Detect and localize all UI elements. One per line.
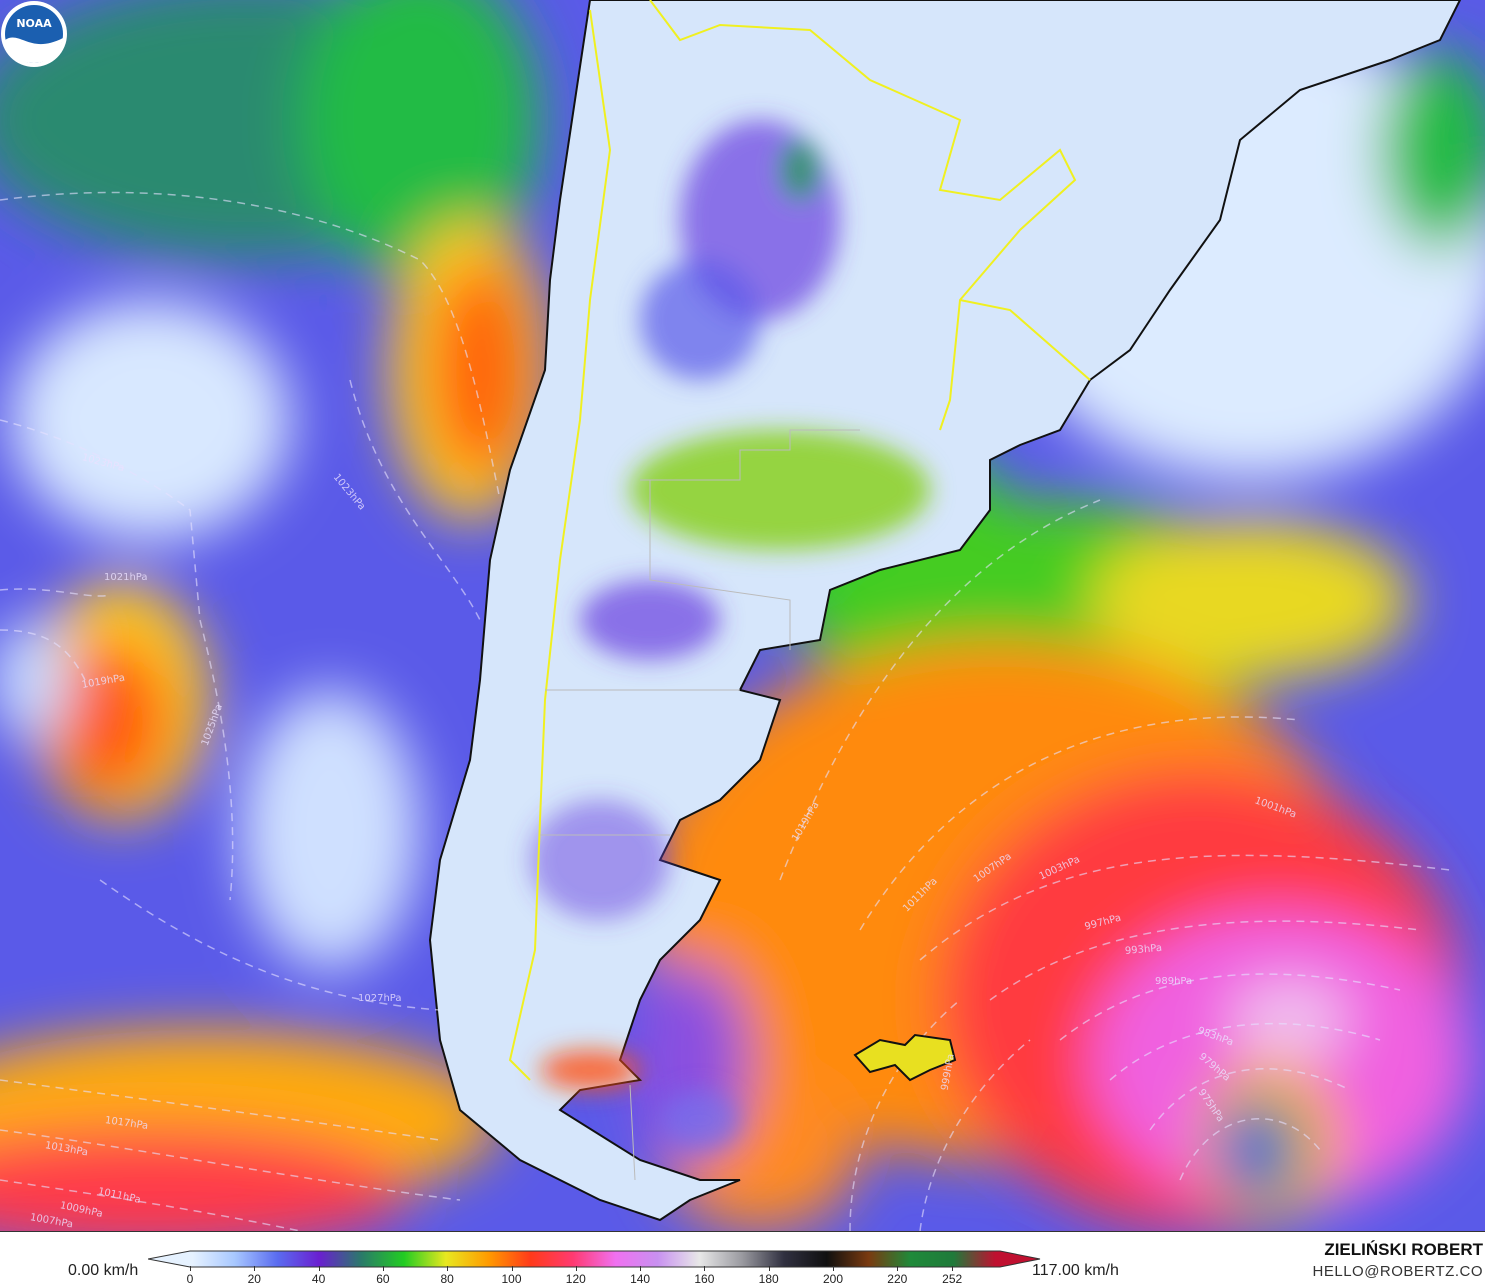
country-border xyxy=(649,0,1077,431)
legend-bar: 0.00 km/h 0 20 40 60 80 100 120 140 160 180 200 220… xyxy=(0,1231,1485,1288)
author-email: HELLO@ROBERTZ.CO xyxy=(1312,1263,1483,1280)
tick-label: 40 xyxy=(311,1272,326,1286)
tick-mark xyxy=(833,1266,834,1271)
tick-label: 252 xyxy=(942,1272,963,1286)
tick-label: 60 xyxy=(376,1272,390,1286)
tick-mark xyxy=(382,1266,384,1271)
tick-label: 160 xyxy=(694,1272,715,1286)
svg-text:NOAA: NOAA xyxy=(16,17,52,30)
tick-label: 80 xyxy=(440,1272,454,1286)
tick-mark xyxy=(318,1266,320,1271)
tick-label: 20 xyxy=(247,1272,261,1286)
wind-field xyxy=(0,0,1485,1231)
tick-label: 220 xyxy=(887,1272,908,1286)
tick-mark xyxy=(952,1266,954,1271)
tick-mark xyxy=(190,1266,191,1271)
tick-label: 200 xyxy=(822,1272,844,1286)
isobar-lines xyxy=(0,191,1451,1231)
tick-label: 100 xyxy=(501,1272,522,1286)
tick-mark xyxy=(897,1266,899,1271)
noaa-logo: NOAA xyxy=(1,1,67,67)
province-border xyxy=(540,429,860,1181)
isobar-label: 1021hPa xyxy=(104,572,148,583)
isobar-label: 1027hPa xyxy=(358,993,402,1004)
colorbar xyxy=(148,1250,1041,1268)
tick-mark xyxy=(640,1266,642,1271)
legend-max-label: 117.00 km/h xyxy=(1032,1262,1119,1279)
tick-mark xyxy=(704,1266,706,1271)
legend-min-label: 0.00 km/h xyxy=(68,1262,139,1279)
tick-mark xyxy=(511,1266,513,1271)
isobar-label: 989hPa xyxy=(1155,976,1193,987)
tick-mark xyxy=(254,1266,256,1271)
tick-label: 140 xyxy=(630,1272,651,1286)
country-border xyxy=(508,9,612,1081)
author-credit: ZIELIŃSKI ROBERT xyxy=(1324,1240,1483,1259)
tick-label: 0 xyxy=(186,1272,194,1286)
tick-mark xyxy=(447,1266,449,1271)
tick-label: 120 xyxy=(565,1272,586,1286)
wind-speed-map[interactable]: 1023hPa 1023hPa 1021hPa 1019hPa 1025hPa … xyxy=(0,0,1485,1231)
tick-label: 180 xyxy=(758,1272,779,1286)
tick-mark xyxy=(575,1266,577,1271)
tick-mark xyxy=(768,1266,770,1271)
falkland-islands xyxy=(853,1033,957,1082)
country-border xyxy=(959,299,1091,381)
